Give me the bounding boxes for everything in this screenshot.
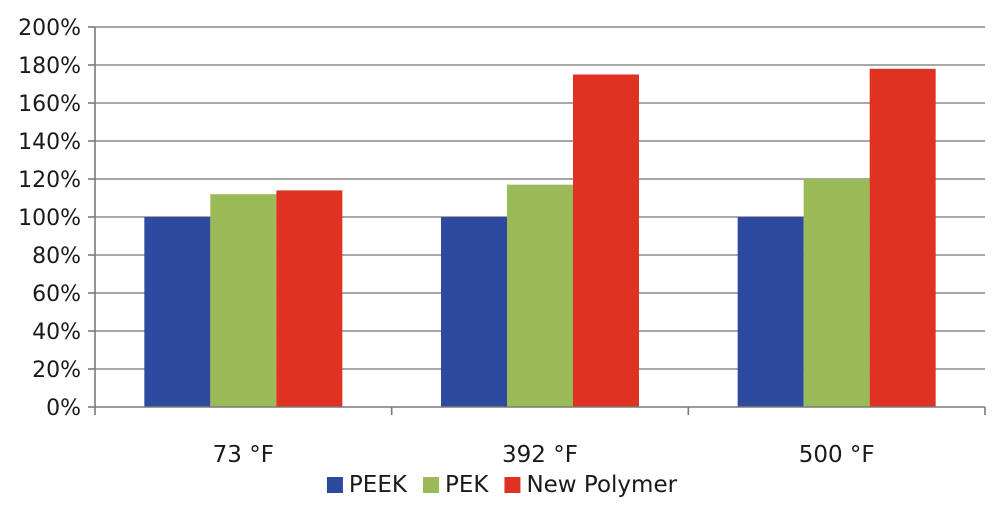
legend-label-new-polymer: New Polymer: [526, 472, 677, 498]
bar-peek: [144, 217, 211, 407]
bar-peek: [441, 217, 507, 407]
legend: PEEK PEK New Polymer: [326, 472, 678, 498]
bar-peek: [737, 217, 804, 407]
y-tick-label: 200%: [18, 16, 81, 41]
y-tick-label: 60%: [32, 282, 81, 307]
legend-label-pek: PEK: [445, 472, 489, 498]
legend-label-peek: PEEK: [349, 472, 408, 498]
x-category-label: 73 °F: [213, 442, 274, 468]
y-tick-label: 160%: [18, 92, 81, 117]
y-tick-label: 40%: [32, 320, 81, 345]
bar-pek: [803, 179, 870, 407]
y-tick-label: 140%: [18, 130, 81, 155]
y-tick-label: 100%: [18, 206, 81, 231]
bar-pek: [210, 194, 277, 407]
x-category-label: 392 °F: [502, 442, 578, 468]
x-category-label: 500 °F: [799, 442, 875, 468]
x-axis-category-labels: 73 °F 392 °F 500 °F: [213, 442, 875, 468]
y-tick-label: 180%: [18, 54, 81, 79]
bars: [144, 68, 936, 408]
legend-swatch-peek: [326, 477, 343, 493]
bar-new-polymer: [276, 190, 343, 407]
bar-pek: [507, 184, 573, 407]
y-tick-label: 20%: [32, 358, 81, 383]
bar-new-polymer: [869, 68, 936, 408]
y-tick-label: 120%: [18, 168, 81, 193]
bar-new-polymer: [573, 74, 639, 407]
y-tick-label: 80%: [32, 244, 81, 269]
y-tick-label: 0%: [46, 396, 81, 421]
legend-swatch-pek: [422, 477, 439, 493]
legend-swatch-new-polymer: [504, 477, 521, 493]
axes: [88, 26, 986, 415]
y-axis-tick-labels: 0% 20% 40% 60% 80% 100% 120% 140% 160% 180% 200%: [18, 16, 81, 421]
